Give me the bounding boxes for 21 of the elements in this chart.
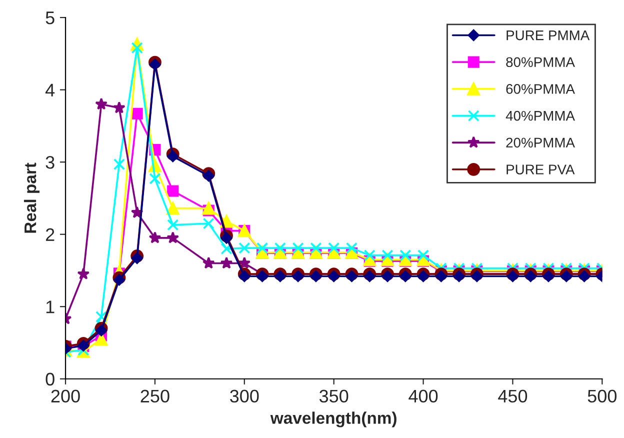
- legend-label: PURE PMMA: [506, 30, 590, 40]
- legend-label: 40%PMMA: [506, 110, 575, 121]
- y-tick-label: 1: [46, 300, 54, 314]
- x-tick-label: 500: [588, 390, 617, 403]
- legend-label: 80%PMMA: [506, 57, 575, 68]
- x-tick-label: 350: [319, 390, 348, 403]
- x-tick-label: 200: [51, 390, 80, 403]
- y-tick-label: 3: [46, 156, 54, 169]
- y-tick-label: 2: [46, 228, 54, 241]
- x-tick-label: 250: [140, 390, 170, 403]
- legend-label: 60%PMMA: [506, 84, 575, 94]
- legend-label: PURE PVA: [506, 164, 575, 174]
- x-tick-label: 400: [408, 390, 438, 403]
- y-axis-title: Real part: [24, 162, 40, 233]
- x-tick-label: 450: [498, 390, 528, 403]
- x-axis-title: wavelength(nm): [270, 412, 396, 428]
- y-tick-label: 5: [46, 12, 54, 24]
- x-tick-label: 300: [230, 390, 259, 403]
- y-tick-label: 4: [45, 84, 55, 96]
- legend-label: 20%PMMA: [506, 138, 575, 148]
- y-tick-label: 0: [46, 372, 54, 386]
